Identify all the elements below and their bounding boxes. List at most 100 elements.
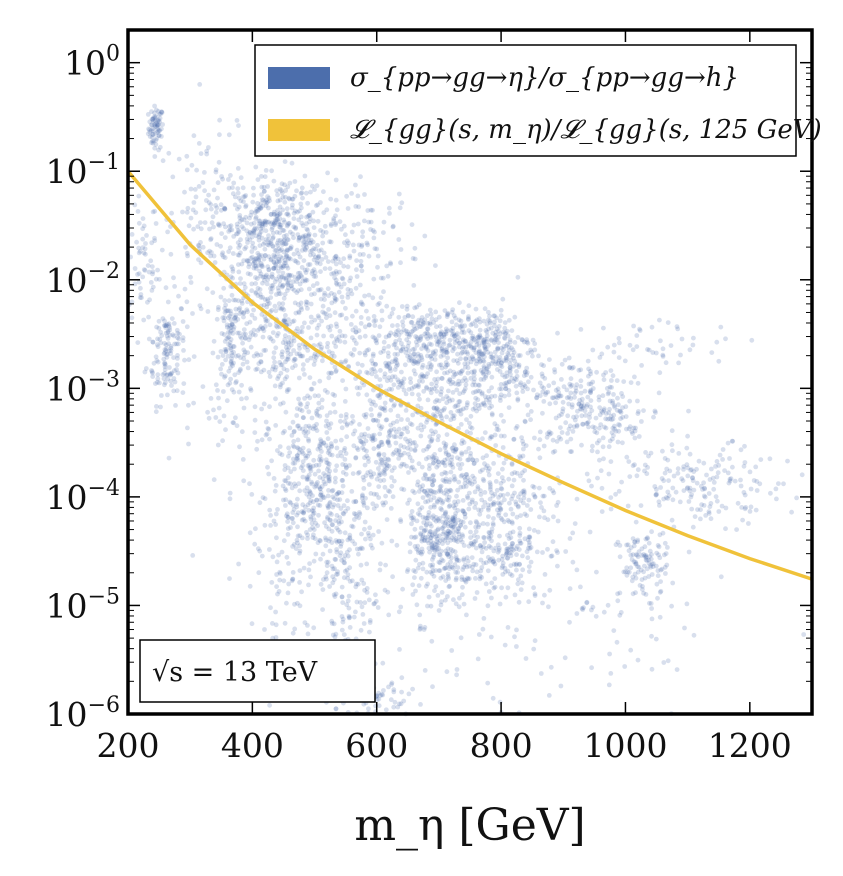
scatter-point bbox=[399, 486, 404, 492]
scatter-point bbox=[227, 325, 232, 331]
scatter-point bbox=[405, 567, 411, 572]
scatter-point bbox=[435, 526, 441, 532]
scatter-point bbox=[560, 406, 566, 412]
scatter-point bbox=[277, 360, 282, 365]
scatter-point bbox=[168, 343, 174, 349]
scatter-point bbox=[451, 518, 457, 523]
scatter-point bbox=[330, 350, 335, 356]
scatter-point bbox=[281, 217, 286, 223]
scatter-point bbox=[606, 682, 612, 688]
scatter-point bbox=[296, 310, 302, 316]
scatter-point bbox=[499, 360, 504, 366]
scatter-point bbox=[635, 537, 641, 543]
scatter-point bbox=[495, 345, 501, 351]
scatter-point bbox=[238, 355, 243, 360]
scatter-point bbox=[238, 198, 244, 204]
scatter-point bbox=[468, 424, 473, 430]
scatter-point bbox=[333, 197, 339, 203]
scatter-point bbox=[251, 228, 256, 234]
scatter-point bbox=[716, 463, 722, 468]
scatter-point bbox=[272, 222, 278, 228]
scatter-point bbox=[554, 439, 560, 444]
scatter-point bbox=[480, 455, 486, 461]
scatter-point bbox=[462, 511, 468, 517]
scatter-point bbox=[608, 459, 614, 464]
scatter-point bbox=[294, 290, 300, 295]
scatter-point bbox=[742, 460, 748, 465]
scatter-point bbox=[486, 362, 492, 367]
scatter-point bbox=[482, 461, 487, 467]
scatter-point bbox=[573, 388, 579, 394]
scatter-point bbox=[250, 261, 256, 267]
scatter-point bbox=[509, 543, 515, 549]
scatter-point bbox=[468, 375, 474, 381]
scatter-point bbox=[206, 192, 212, 198]
scatter-point bbox=[266, 205, 271, 211]
scatter-point bbox=[276, 256, 281, 262]
scatter-point bbox=[588, 371, 593, 377]
scatter-point bbox=[190, 207, 196, 213]
scatter-point bbox=[449, 535, 455, 541]
scatter-point bbox=[296, 217, 302, 223]
scatter-point bbox=[503, 330, 508, 336]
scatter-point bbox=[272, 220, 277, 226]
scatter-point bbox=[305, 502, 311, 508]
scatter-point bbox=[436, 568, 442, 573]
scatter-point bbox=[413, 588, 418, 594]
scatter-point bbox=[395, 328, 401, 333]
scatter-point bbox=[281, 295, 287, 301]
scatter-point bbox=[469, 335, 475, 341]
scatter-point bbox=[296, 450, 302, 456]
scatter-point bbox=[335, 527, 341, 533]
scatter-point bbox=[260, 295, 265, 300]
scatter-point bbox=[420, 319, 426, 325]
scatter-point bbox=[226, 229, 232, 234]
scatter-point bbox=[702, 494, 708, 500]
scatter-point bbox=[609, 430, 615, 435]
scatter-point bbox=[470, 382, 476, 388]
scatter-point bbox=[310, 209, 316, 215]
scatter-point bbox=[236, 123, 241, 128]
scatter-point bbox=[474, 408, 479, 414]
scatter-point bbox=[225, 330, 231, 335]
scatter-point bbox=[361, 581, 367, 586]
scatter-point bbox=[433, 458, 439, 463]
scatter-point bbox=[497, 386, 502, 392]
scatter-point bbox=[483, 546, 489, 551]
scatter-point bbox=[290, 520, 296, 526]
scatter-point bbox=[446, 554, 452, 559]
scatter-point bbox=[473, 319, 478, 324]
scatter-point bbox=[665, 320, 671, 325]
scatter-point bbox=[376, 393, 382, 398]
scatter-point bbox=[357, 252, 363, 257]
scatter-point bbox=[554, 503, 559, 508]
scatter-point bbox=[381, 339, 387, 345]
scatter-point bbox=[496, 335, 501, 340]
scatter-point bbox=[447, 460, 453, 466]
scatter-point bbox=[258, 369, 264, 375]
scatter-point bbox=[156, 133, 162, 139]
scatter-point bbox=[330, 487, 336, 493]
scatter-point bbox=[282, 258, 288, 263]
scatter-point bbox=[316, 322, 322, 328]
scatter-point bbox=[326, 307, 331, 312]
scatter-point bbox=[381, 406, 386, 412]
scatter-point bbox=[479, 402, 484, 408]
scatter-point bbox=[147, 134, 153, 140]
scatter-point bbox=[524, 365, 530, 371]
scatter-point bbox=[436, 314, 442, 320]
scatter-point bbox=[341, 503, 347, 508]
scatter-point bbox=[438, 331, 444, 337]
scatter-point bbox=[333, 344, 339, 349]
scatter-point bbox=[308, 252, 313, 258]
scatter-point bbox=[486, 472, 492, 478]
scatter-point bbox=[441, 513, 446, 519]
scatter-point bbox=[394, 447, 399, 453]
scatter-point bbox=[568, 396, 574, 401]
scatter-point bbox=[227, 340, 233, 345]
scatter-point bbox=[304, 241, 310, 246]
scatter-point bbox=[292, 460, 298, 466]
scatter-point bbox=[447, 566, 452, 572]
scatter-point bbox=[285, 475, 291, 481]
scatter-point bbox=[311, 273, 317, 279]
